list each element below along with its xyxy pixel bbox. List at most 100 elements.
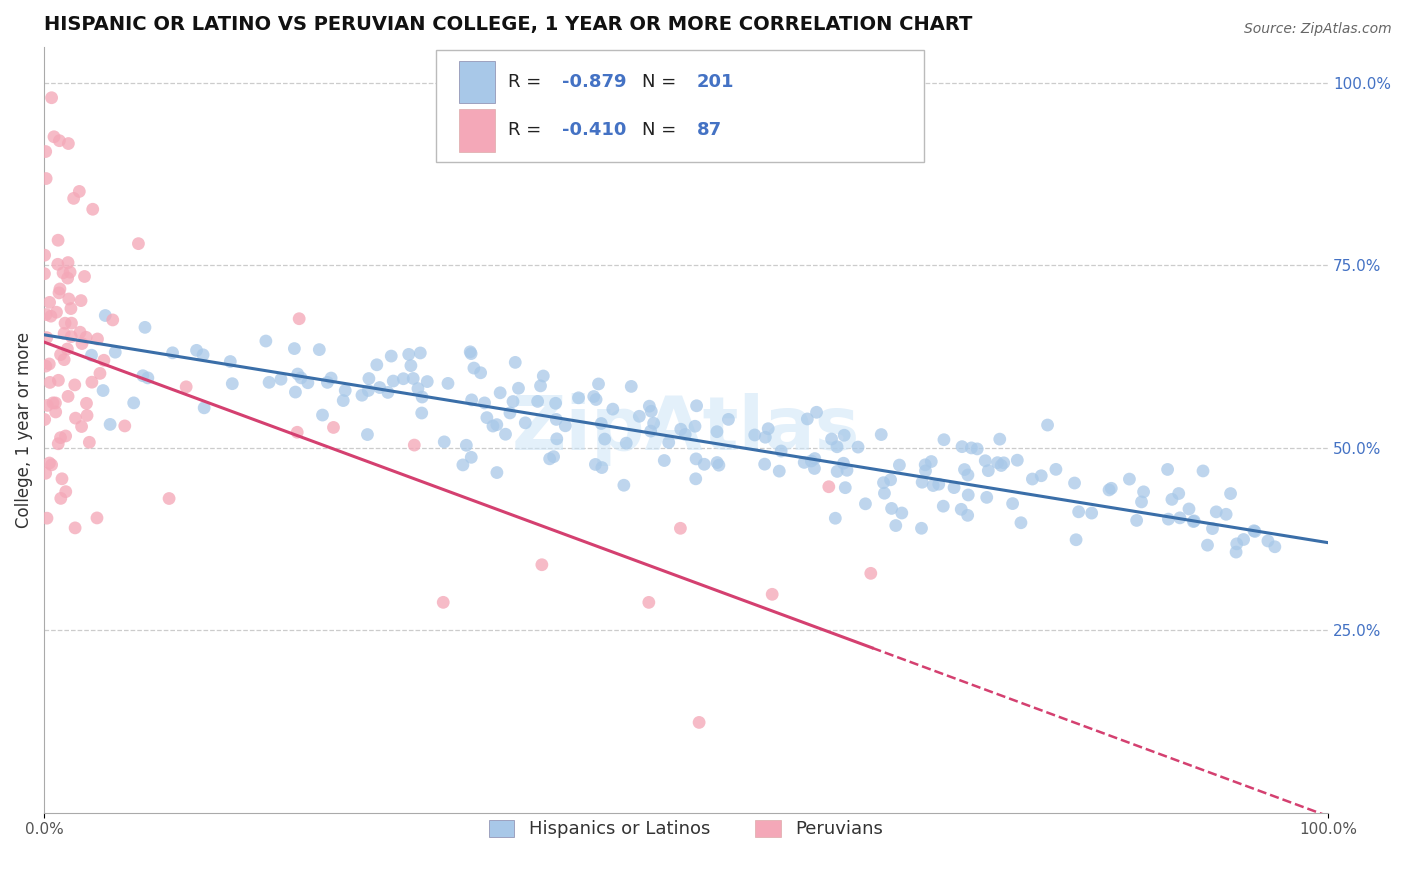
Point (308, 343, 330, 357)
Text: R =: R = (508, 72, 547, 91)
FancyBboxPatch shape (458, 110, 495, 152)
Point (1264, 540, 1286, 554)
Point (460, 346, 482, 360)
Point (193, 401, 215, 415)
Point (60, 316, 83, 330)
Point (835, 463, 858, 477)
Point (136, 371, 159, 385)
Point (104, 345, 127, 359)
Point (45, 305, 67, 319)
Point (1257, 533, 1279, 548)
Point (485, 466, 508, 480)
Point (39, 376, 62, 390)
Point (46, 257, 69, 271)
Point (1178, 502, 1201, 516)
Point (920, 454, 942, 468)
Point (319, 371, 342, 385)
Point (530, 558, 553, 572)
Point (41, 458, 63, 472)
Point (1001, 497, 1024, 511)
Text: HISPANIC OR LATINO VS PERUVIAN COLLEGE, 1 YEAR OR MORE CORRELATION CHART: HISPANIC OR LATINO VS PERUVIAN COLLEGE, … (44, 15, 973, 34)
Point (1099, 481, 1122, 495)
Point (91, 384, 114, 398)
Point (1232, 533, 1254, 547)
Point (34, 412, 56, 426)
Point (538, 451, 561, 466)
Point (1064, 533, 1087, 547)
Point (932, 499, 955, 513)
Point (567, 391, 589, 405)
Point (49, 431, 72, 445)
Point (41, 91, 63, 105)
Point (707, 458, 730, 473)
Point (322, 420, 344, 434)
Point (63, 521, 86, 535)
Point (499, 406, 522, 420)
Text: R =: R = (508, 121, 547, 139)
Point (1067, 505, 1090, 519)
Point (706, 425, 728, 439)
Point (1197, 538, 1219, 552)
Point (953, 462, 976, 476)
Point (669, 521, 692, 535)
Point (284, 385, 307, 400)
Point (157, 491, 180, 506)
Point (186, 343, 208, 358)
Point (411, 390, 433, 404)
Point (55, 429, 77, 443)
Point (602, 402, 624, 417)
Point (706, 456, 728, 470)
Point (685, 399, 707, 413)
Point (803, 461, 825, 475)
Point (585, 392, 607, 407)
Point (879, 473, 901, 487)
Point (60, 329, 83, 343)
Point (846, 440, 869, 454)
Point (1021, 472, 1043, 486)
Point (890, 506, 912, 520)
Point (474, 396, 496, 410)
Point (928, 477, 950, 491)
Point (932, 433, 955, 447)
Point (76, 396, 98, 410)
Point (38, 295, 60, 310)
Point (543, 450, 565, 464)
Point (433, 434, 456, 449)
Point (70, 336, 93, 351)
Point (416, 375, 439, 389)
Point (986, 456, 1008, 470)
Point (817, 480, 839, 494)
Point (1125, 513, 1147, 527)
Point (48, 285, 70, 300)
Point (1007, 453, 1029, 467)
Point (1045, 462, 1067, 476)
Point (58, 136, 80, 151)
Point (859, 566, 882, 581)
Point (75, 330, 97, 344)
Point (162, 346, 184, 360)
Point (943, 481, 966, 495)
Point (620, 379, 643, 393)
Point (685, 451, 707, 466)
Point (316, 376, 339, 390)
Point (94, 309, 117, 323)
Point (35, 171, 58, 186)
Point (122, 396, 145, 410)
Point (411, 406, 433, 420)
Point (79, 435, 101, 450)
Point (872, 475, 894, 490)
Point (53, 316, 76, 330)
Point (98, 417, 121, 432)
Point (34, 467, 56, 481)
Point (1098, 483, 1121, 497)
Point (460, 392, 482, 407)
Point (366, 358, 388, 372)
Point (290, 371, 312, 385)
Point (1243, 524, 1265, 538)
Point (628, 409, 651, 424)
Point (357, 371, 380, 385)
Point (855, 497, 877, 511)
Point (48, 373, 70, 387)
Point (754, 430, 776, 444)
Point (51, 472, 73, 486)
